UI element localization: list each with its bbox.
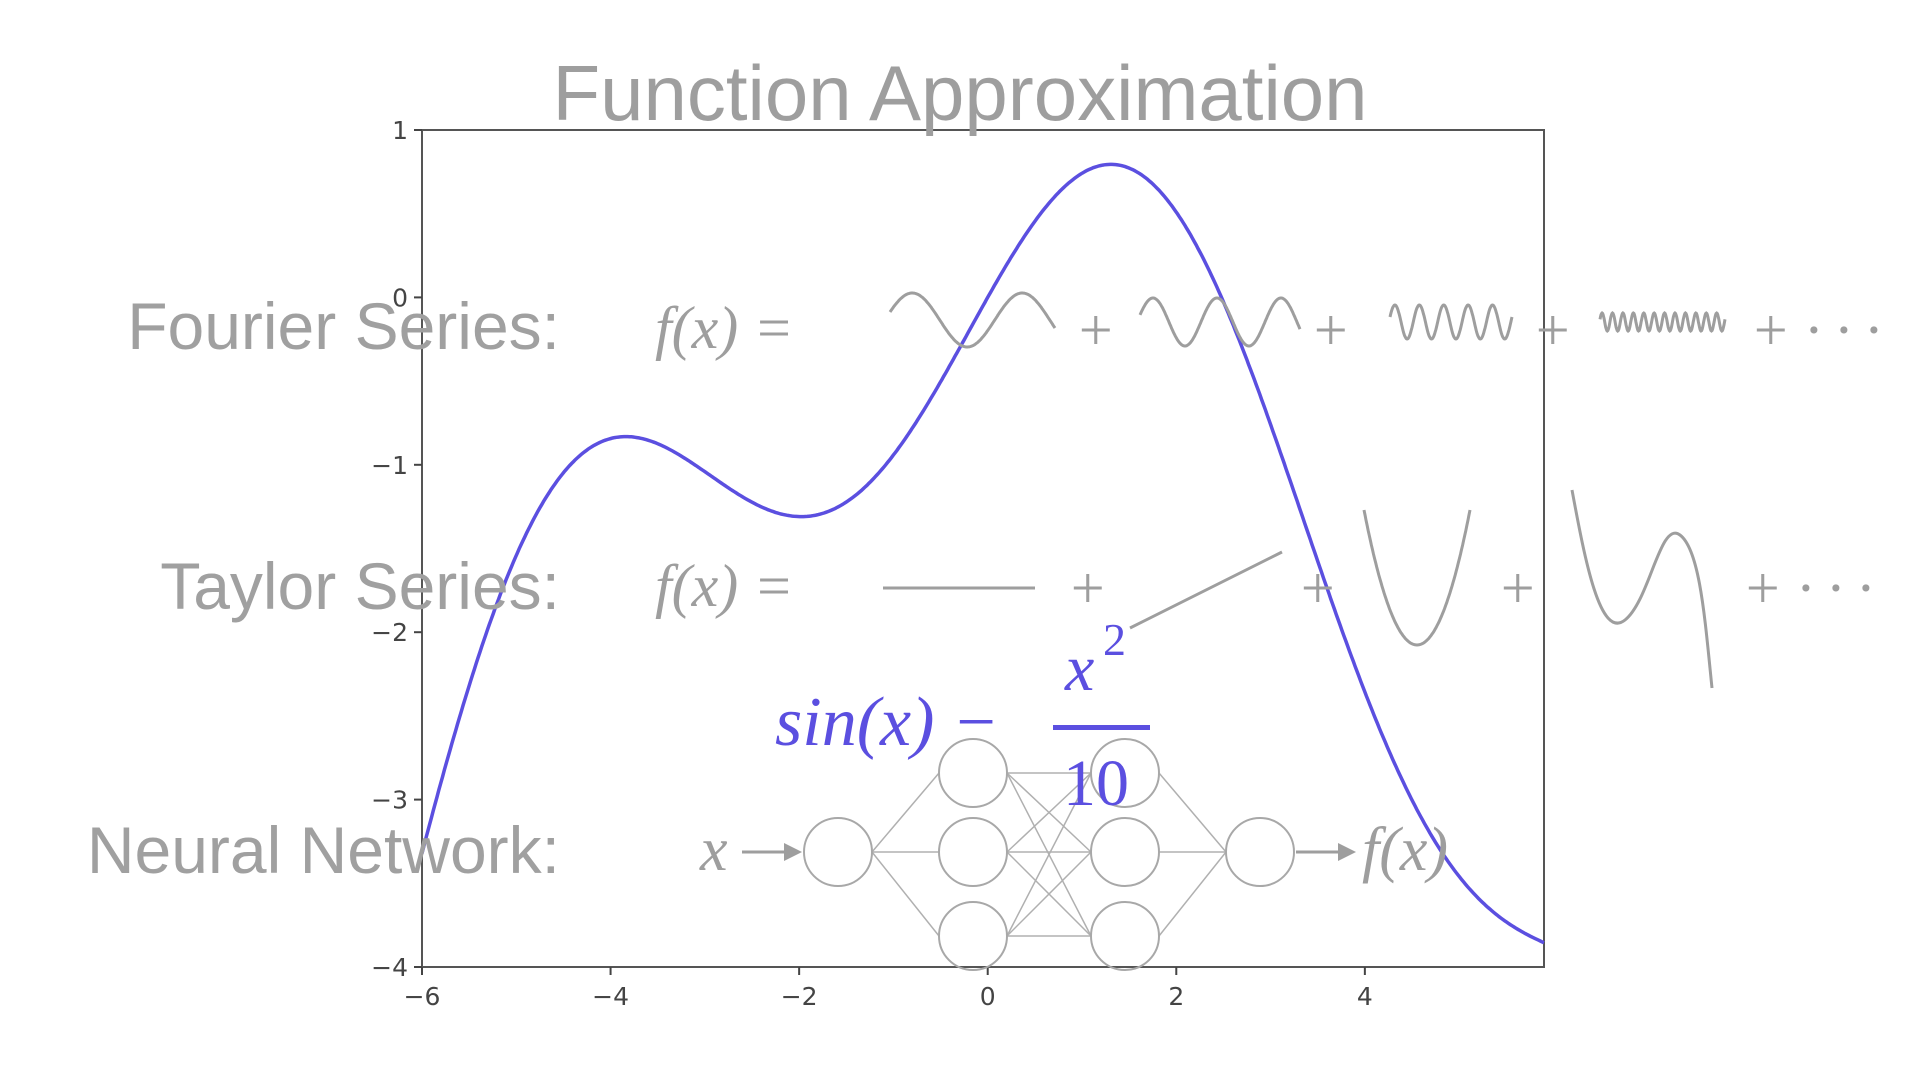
formula-fraction-bar <box>1053 725 1150 730</box>
fourier-wave-2 <box>1138 296 1302 348</box>
y-tick-label: 1 <box>392 116 408 145</box>
fourier-ellipsis: + · · · <box>1750 297 1881 363</box>
taylor-plus-1: + <box>1067 555 1108 621</box>
neural-label: Neural Network: <box>86 813 560 887</box>
x-ticks: −6 −4 −2 0 2 4 <box>404 967 1373 1011</box>
page-title: Function Approximation <box>552 49 1368 137</box>
formula-denominator: 10 <box>1063 747 1129 820</box>
nn-neuron <box>1090 817 1160 887</box>
y-tick-label: −2 <box>371 618 408 647</box>
y-ticks: 1 0 −1 −2 −3 −4 <box>371 116 422 982</box>
nn-connection <box>1006 851 1092 937</box>
plot-area: 10−1−2−3−4 −6 −4 −2 0 2 4 <box>371 116 1545 1011</box>
taylor-label: Taylor Series: <box>160 549 560 623</box>
taylor-terms <box>883 489 1714 689</box>
taylor-cubic-term <box>1570 489 1714 689</box>
nn-output-label: f(x) <box>1362 816 1448 884</box>
fourier-plus-3: + <box>1532 297 1573 363</box>
taylor-linear-term <box>1129 550 1283 630</box>
nn-neuron <box>1225 817 1295 887</box>
nn-neuron <box>803 817 873 887</box>
fourier-wave-3 <box>1388 303 1514 341</box>
function-curve <box>420 162 1545 945</box>
nn-neuron <box>938 817 1008 887</box>
formula: sin(x) − x 2 10 <box>775 614 1150 820</box>
nn-connection <box>871 772 940 853</box>
fourier-lhs: f(x) = <box>655 295 794 361</box>
nn-connection <box>1006 772 1092 853</box>
fourier-label: Fourier Series: <box>127 289 560 363</box>
nn-neuron <box>1090 901 1160 971</box>
y-tick-label: −4 <box>371 953 408 982</box>
fourier-wave-4 <box>1598 310 1727 334</box>
y-tick-label: 0 <box>392 283 408 312</box>
taylor-plus-2: + <box>1297 555 1338 621</box>
nn-connection <box>1158 851 1227 937</box>
nn-connection <box>1158 772 1227 853</box>
taylor-ellipsis: + · · · <box>1742 555 1873 621</box>
taylor-plus-3: + <box>1497 555 1538 621</box>
nn-input-arrow-head <box>784 843 802 861</box>
fourier-terms <box>888 291 1727 349</box>
nn-neuron <box>938 738 1008 808</box>
x-tick-label: 2 <box>1168 982 1184 1011</box>
x-tick-label: −2 <box>781 982 818 1011</box>
y-tick-label: −1 <box>371 451 408 480</box>
nn-connection <box>1006 772 1092 937</box>
nn-connection <box>871 851 940 937</box>
x-tick-label: 0 <box>980 982 996 1011</box>
nn-neuron <box>938 901 1008 971</box>
formula-text: sin(x) − <box>775 684 999 761</box>
fourier-plus-1: + <box>1075 297 1116 363</box>
nn-neuron <box>1090 738 1160 808</box>
taylor-quadratic-term <box>1362 509 1472 647</box>
taylor-lhs: f(x) = <box>655 553 794 619</box>
plot-frame <box>421 129 1545 968</box>
x-tick-label: 4 <box>1357 982 1373 1011</box>
formula-numerator: x <box>1064 632 1094 705</box>
x-tick-label: −4 <box>592 982 629 1011</box>
nn-output-arrow-head <box>1338 843 1356 861</box>
fourier-plus-2: + <box>1310 297 1351 363</box>
y-tick-label: −3 <box>371 786 408 815</box>
fourier-wave-1 <box>888 291 1057 349</box>
nn-input-label: x <box>699 816 728 884</box>
neural-network <box>742 738 1356 971</box>
formula-exponent: 2 <box>1103 614 1126 665</box>
x-tick-label: −6 <box>404 982 441 1011</box>
